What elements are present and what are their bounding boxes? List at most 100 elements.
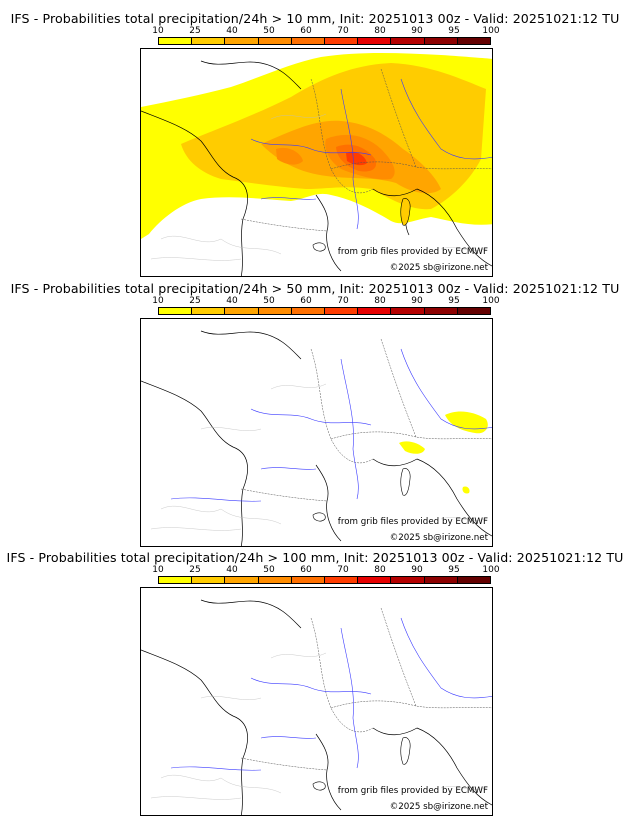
borders [240, 607, 492, 771]
regions [150, 113, 487, 261]
prob-area-70 [346, 151, 367, 166]
scale-swatch [225, 38, 259, 44]
scale-swatch [424, 308, 458, 314]
sea-area [141, 319, 492, 546]
map-canvas [141, 319, 492, 546]
scale-tick-label: 10 [152, 26, 164, 36]
source-credit: from grib files provided by ECMWF [337, 247, 488, 257]
scale-tick-label: 70 [337, 26, 349, 36]
scale-tick-label: 25 [189, 26, 201, 36]
regions [150, 383, 487, 531]
rivers [170, 348, 492, 502]
source-credit: from grib files provided by ECMWF [337, 517, 488, 527]
scale-bar [158, 576, 491, 584]
scale-swatch [225, 577, 259, 583]
copyright-credit: ©2025 sb@irizone.net [389, 802, 488, 812]
scale-tick-label: 95 [448, 26, 460, 36]
scale-tick-label: 95 [448, 296, 460, 306]
scale-tick-label: 40 [226, 565, 238, 575]
scale-tick-label: 60 [300, 296, 312, 306]
forecast-panel-50mm: IFS - Probabilities total precipitation/… [0, 270, 630, 547]
scale-tick-label: 50 [263, 296, 275, 306]
scale-tick-label: 60 [300, 565, 312, 575]
scale-tick-label: 25 [189, 565, 201, 575]
prob-area-piedmont [399, 441, 425, 454]
copyright-credit: ©2025 sb@irizone.net [389, 263, 488, 273]
scale-swatch [258, 38, 292, 44]
scale-tick-label: 50 [263, 565, 275, 575]
scale-swatch [424, 38, 458, 44]
scale-tick-label: 70 [337, 296, 349, 306]
scale-swatch [325, 308, 359, 314]
scale-bar [158, 307, 491, 315]
scale-swatch [457, 577, 491, 583]
probability-color-scale: 10 25 40 50 60 70 80 90 95 100 [152, 26, 500, 46]
rivers [170, 617, 492, 771]
island-corsica [400, 468, 411, 496]
regions [150, 652, 487, 800]
scale-ticks: 10 25 40 50 60 70 80 90 95 100 [152, 26, 499, 36]
scale-swatch [391, 577, 425, 583]
scale-swatch [358, 38, 392, 44]
probability-color-scale: 10 25 40 50 60 70 80 90 95 100 [152, 296, 500, 316]
scale-tick-label: 90 [411, 296, 423, 306]
scale-tick-label: 40 [226, 296, 238, 306]
scale-swatch [225, 308, 259, 314]
prob-area-alps [445, 411, 488, 434]
scale-ticks: 10 25 40 50 60 70 80 90 95 100 [152, 565, 499, 575]
scale-swatch [192, 577, 226, 583]
precipitation-map: from grib files provided by ECMWF ©2025 … [140, 318, 493, 547]
scale-bar [158, 37, 491, 45]
map-canvas [141, 49, 492, 276]
prob-area-tuscany [462, 486, 470, 494]
probability-color-scale: 10 25 40 50 60 70 80 90 95 100 [152, 565, 500, 585]
scale-tick-label: 70 [337, 565, 349, 575]
island-corsica [400, 737, 411, 765]
scale-tick-label: 40 [226, 26, 238, 36]
scale-swatch [457, 308, 491, 314]
scale-tick-label: 90 [411, 26, 423, 36]
rivers [250, 78, 492, 230]
scale-tick-label: 50 [263, 26, 275, 36]
borders [240, 68, 492, 232]
scale-swatch [159, 38, 193, 44]
forecast-panel-100mm: IFS - Probabilities total precipitation/… [0, 539, 630, 816]
scale-swatch [325, 577, 359, 583]
panel-title: IFS - Probabilities total precipitation/… [10, 11, 620, 26]
island-mallorca [312, 512, 326, 522]
scale-swatch [159, 308, 193, 314]
scale-tick-label: 100 [482, 565, 500, 575]
island-mallorca [312, 242, 326, 252]
scale-swatch [424, 577, 458, 583]
scale-swatch [358, 577, 392, 583]
copyright-credit: ©2025 sb@irizone.net [389, 533, 488, 543]
panel-title: IFS - Probabilities total precipitation/… [6, 550, 624, 565]
scale-swatch [391, 308, 425, 314]
scale-ticks: 10 25 40 50 60 70 80 90 95 100 [152, 296, 499, 306]
coastlines [141, 330, 492, 546]
scale-swatch [457, 38, 491, 44]
borders [240, 338, 492, 502]
sea-area [141, 588, 492, 815]
scale-tick-label: 80 [374, 296, 386, 306]
scale-tick-label: 10 [152, 565, 164, 575]
scale-swatch [291, 308, 326, 314]
scale-tick-label: 80 [374, 565, 386, 575]
precipitation-map: from grib files provided by ECMWF ©2025 … [140, 48, 493, 277]
forecast-panel-10mm: IFS - Probabilities total precipitation/… [0, 0, 630, 277]
scale-swatch [258, 308, 292, 314]
scale-swatch [291, 577, 326, 583]
scale-tick-label: 100 [482, 296, 500, 306]
scale-tick-label: 90 [411, 565, 423, 575]
scale-tick-label: 25 [189, 296, 201, 306]
scale-tick-label: 100 [482, 26, 500, 36]
scale-swatch [159, 577, 193, 583]
island-corsica [400, 198, 411, 226]
scale-tick-label: 60 [300, 26, 312, 36]
scale-swatch [192, 38, 226, 44]
scale-swatch [291, 38, 326, 44]
source-credit: from grib files provided by ECMWF [337, 786, 488, 796]
scale-swatch [325, 38, 359, 44]
scale-tick-label: 80 [374, 26, 386, 36]
scale-swatch [192, 308, 226, 314]
